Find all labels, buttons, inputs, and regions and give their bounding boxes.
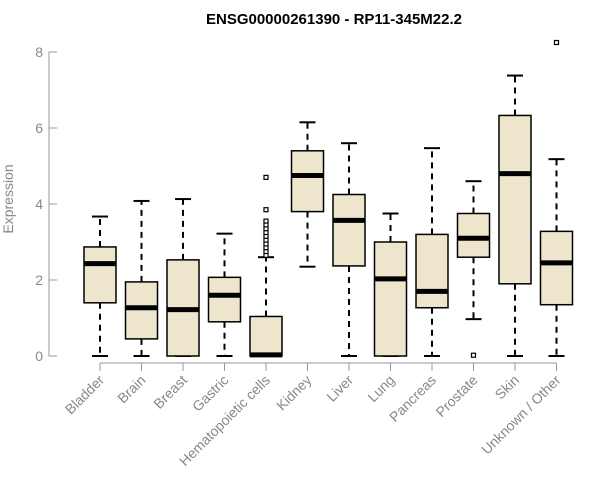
y-tick-label: 0 [35,348,43,364]
x-tick-label: Breast [150,372,190,412]
box-pancreas [415,147,449,357]
x-tick-label: Bladder [62,372,108,418]
x-tick-label: Unknown / Other [478,372,564,458]
box-bladder [83,215,117,357]
boxes-group [83,39,574,358]
box-iqr [373,241,408,357]
x-tick-label: Kidney [273,372,315,414]
y-axis: 0 2 4 6 8 [35,44,57,364]
box-hematopoietic-cells [249,174,283,358]
box-iqr [83,246,117,304]
outlier-point [553,39,560,46]
x-tick-label: Prostate [432,372,480,420]
box-iqr [415,233,449,309]
box-kidney [290,121,325,268]
box-iqr [124,281,159,340]
box-gastric [207,232,242,357]
box-iqr [290,150,325,213]
box-breast [166,198,200,357]
y-tick-label: 8 [35,44,43,60]
x-tick-label: Liver [323,372,356,405]
y-tick-label: 4 [35,196,43,212]
box-iqr [539,230,574,306]
x-tick-label: Brain [114,372,148,406]
outlier-point [263,207,269,213]
outlier-point [470,352,477,358]
box-iqr [456,212,491,258]
y-tick-label: 6 [35,120,43,136]
outlier-point [263,218,269,224]
y-tick-label: 2 [35,272,43,288]
box-unknown-other [539,39,574,357]
box-iqr [207,276,242,323]
box-iqr [332,193,366,267]
x-tick-label: Lung [364,372,397,405]
chart-title: ENSG00000261390 - RP11-345M22.2 [206,11,462,28]
box-brain [124,199,159,357]
box-skin [498,74,532,357]
outlier-point [263,174,269,180]
box-iqr [498,114,532,285]
x-tick-label: Skin [492,372,523,403]
box-lung [373,212,408,357]
box-liver [332,142,366,357]
y-axis-label: Expression [0,164,16,233]
box-iqr [249,315,283,357]
box-prostate [456,180,491,358]
